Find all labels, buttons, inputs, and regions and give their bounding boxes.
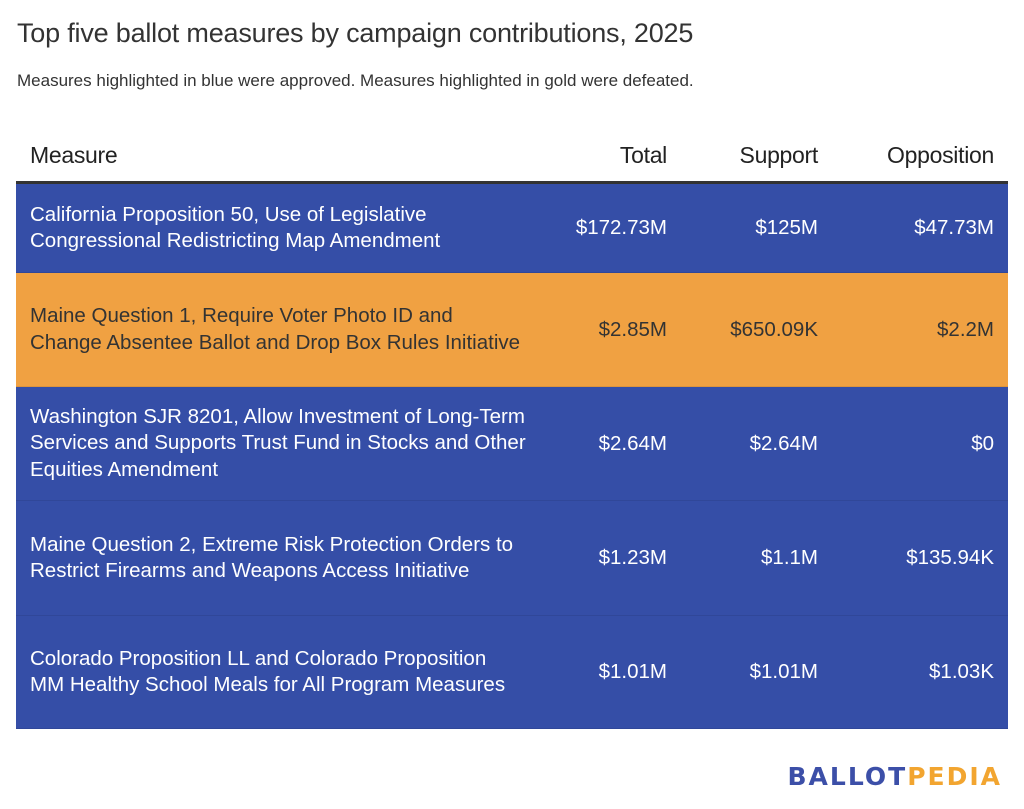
opposition-value: $135.94K (906, 546, 994, 569)
total-value: $2.64M (598, 431, 667, 455)
chart-title: Top five ballot measures by campaign con… (17, 18, 694, 48)
chart-subtitle: Measures highlighted in blue were approv… (17, 71, 694, 90)
logo-ballot-text: BALLOT (787, 762, 908, 791)
table-row: Colorado Proposition LL and Colorado Pro… (16, 616, 1008, 729)
total-value: $172.73M (575, 216, 667, 239)
ballotpedia-logo: BALLOTPEDIA (788, 762, 1003, 791)
support-value: $1.1M (761, 546, 818, 569)
measures-table: Measure Total Support Opposition Califor… (16, 130, 1008, 729)
table-row: Maine Question 2, Extreme Risk Protectio… (16, 501, 1008, 616)
measure-name: Colorado Proposition LL and Colorado Pro… (30, 646, 506, 697)
measure-name: California Proposition 50, Use of Legisl… (30, 202, 441, 253)
measure-name: Maine Question 2, Extreme Risk Protectio… (30, 532, 514, 583)
support-value: $1.01M (749, 660, 818, 683)
column-header-opposition: Opposition (887, 142, 994, 168)
total-value: $2.85M (598, 317, 667, 341)
total-value: $1.01M (598, 660, 667, 683)
opposition-value: $1.03K (929, 660, 994, 683)
logo-pedia-text: PEDIA (907, 762, 1002, 791)
opposition-value: $0 (971, 431, 994, 455)
measure-name: Maine Question 1, Require Voter Photo ID… (30, 304, 521, 354)
column-header-support: Support (739, 142, 819, 168)
table-row: Washington SJR 8201, Allow Investment of… (16, 387, 1008, 501)
total-value: $1.23M (598, 546, 667, 569)
opposition-value: $47.73M (914, 216, 994, 239)
measure-name: Washington SJR 8201, Allow Investment of… (30, 404, 526, 481)
table-row: California Proposition 50, Use of Legisl… (16, 184, 1008, 273)
support-value: $2.64M (749, 431, 818, 455)
column-header-total: Total (619, 142, 667, 168)
column-header-measure: Measure (30, 142, 118, 168)
opposition-value: $2.2M (937, 317, 994, 341)
table-row: Maine Question 1, Require Voter Photo ID… (16, 273, 1008, 387)
support-value: $650.09K (730, 317, 818, 341)
table-header: Measure Total Support Opposition (16, 130, 1008, 184)
support-value: $125M (755, 216, 818, 239)
